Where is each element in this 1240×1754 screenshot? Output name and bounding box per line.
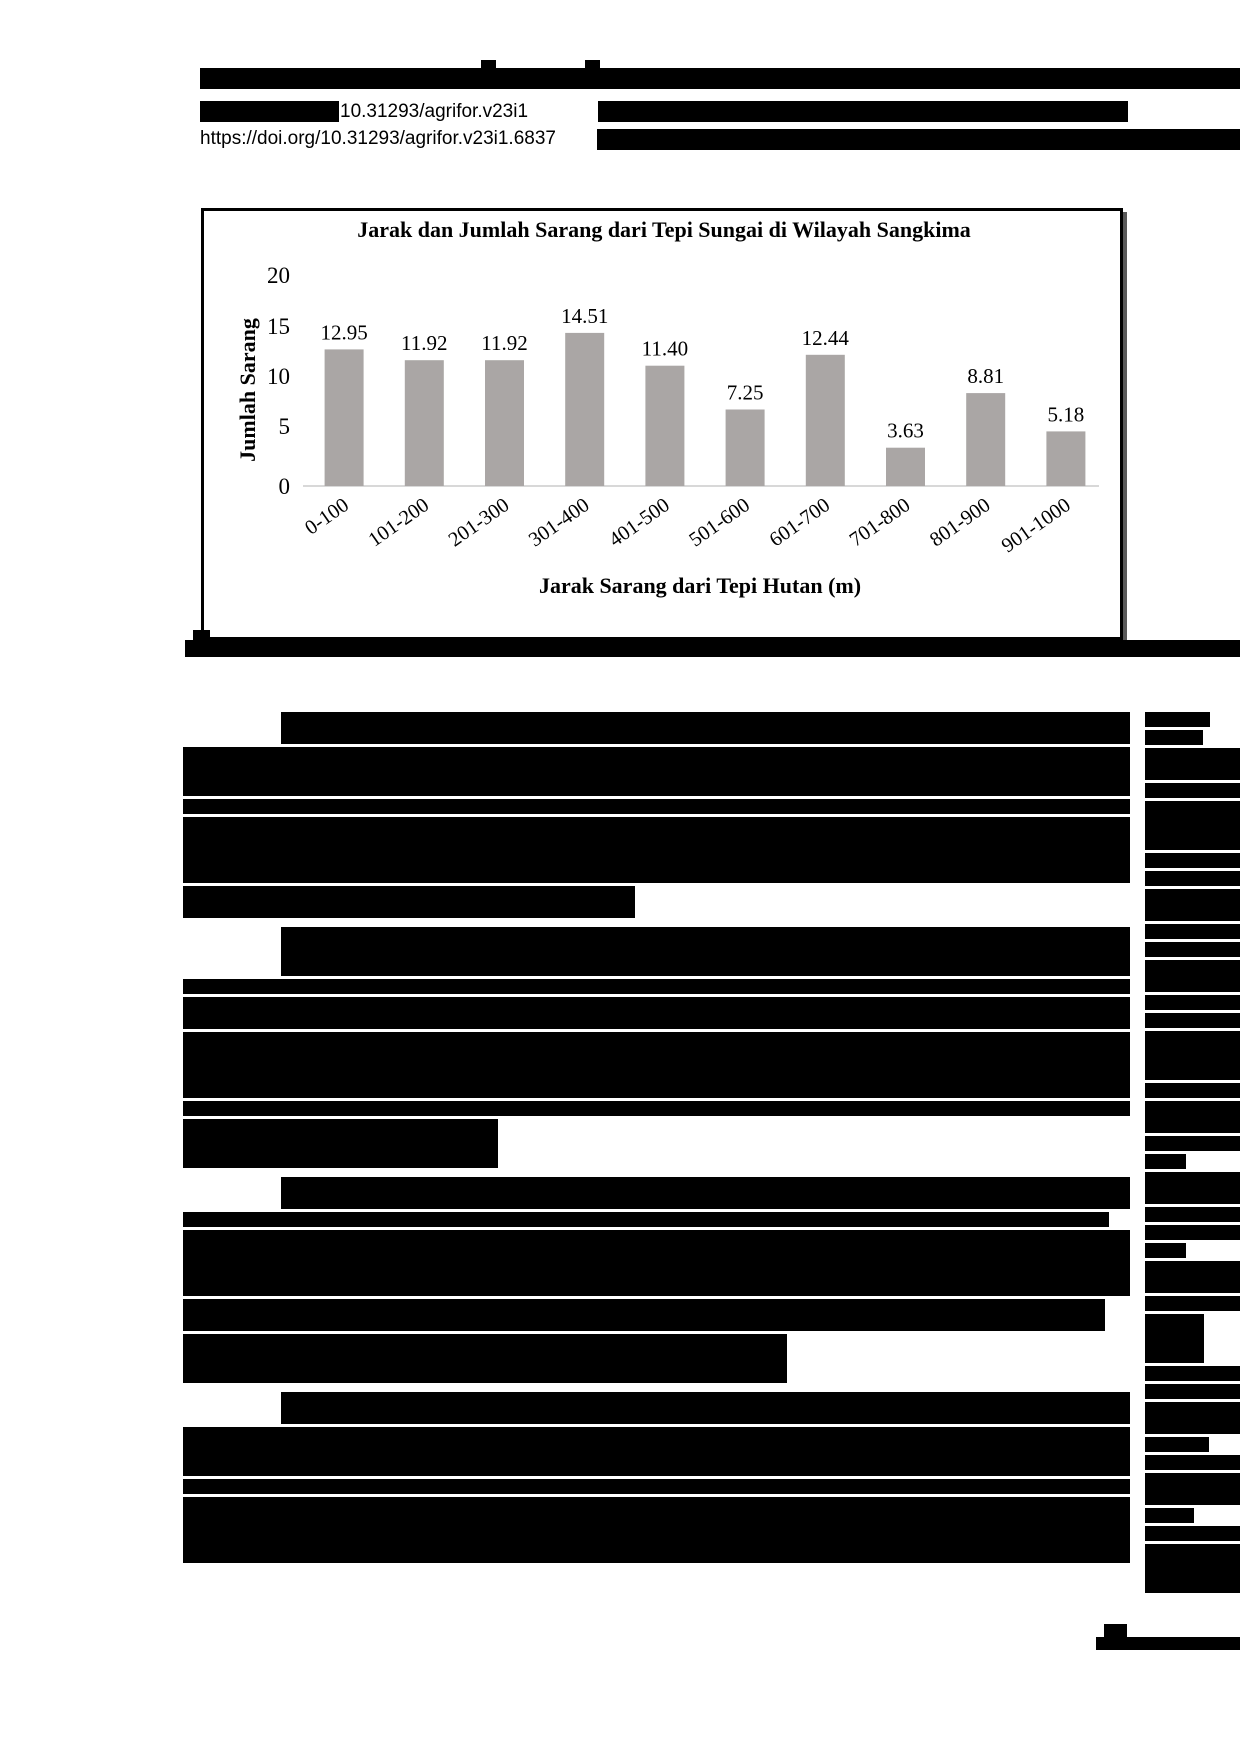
svg-text:11.92: 11.92 xyxy=(401,331,447,355)
svg-text:10: 10 xyxy=(267,364,290,389)
svg-text:12.95: 12.95 xyxy=(320,320,367,344)
svg-text:14.51: 14.51 xyxy=(561,304,608,328)
svg-text:0: 0 xyxy=(279,474,291,499)
svg-text:Jumlah Sarang: Jumlah Sarang xyxy=(235,318,260,462)
svg-text:701-800: 701-800 xyxy=(846,494,915,551)
svg-text:8.81: 8.81 xyxy=(967,364,1004,388)
svg-text:11.40: 11.40 xyxy=(642,337,688,361)
svg-text:20: 20 xyxy=(267,263,290,288)
svg-text:Jarak dan Jumlah Sarang dari T: Jarak dan Jumlah Sarang dari Tepi Sungai… xyxy=(357,217,971,242)
svg-text:11.92: 11.92 xyxy=(481,331,527,355)
svg-text:601-700: 601-700 xyxy=(766,494,835,551)
svg-text:3.63: 3.63 xyxy=(887,419,924,443)
svg-text:501-600: 501-600 xyxy=(685,494,754,551)
svg-text:801-900: 801-900 xyxy=(926,494,995,551)
svg-text:401-500: 401-500 xyxy=(605,494,674,551)
svg-text:201-300: 201-300 xyxy=(445,494,514,551)
svg-text:5.18: 5.18 xyxy=(1048,402,1085,426)
svg-text:5: 5 xyxy=(279,414,291,439)
svg-text:12.44: 12.44 xyxy=(802,326,850,350)
svg-text:7.25: 7.25 xyxy=(727,381,764,405)
svg-text:0-100: 0-100 xyxy=(301,494,353,539)
svg-text:901-1000: 901-1000 xyxy=(998,494,1075,557)
svg-text:101-200: 101-200 xyxy=(365,494,434,551)
svg-text:301-400: 301-400 xyxy=(525,494,594,551)
svg-text:Jarak Sarang dari Tepi Hutan (: Jarak Sarang dari Tepi Hutan (m) xyxy=(539,573,861,598)
svg-text:15: 15 xyxy=(267,314,290,339)
